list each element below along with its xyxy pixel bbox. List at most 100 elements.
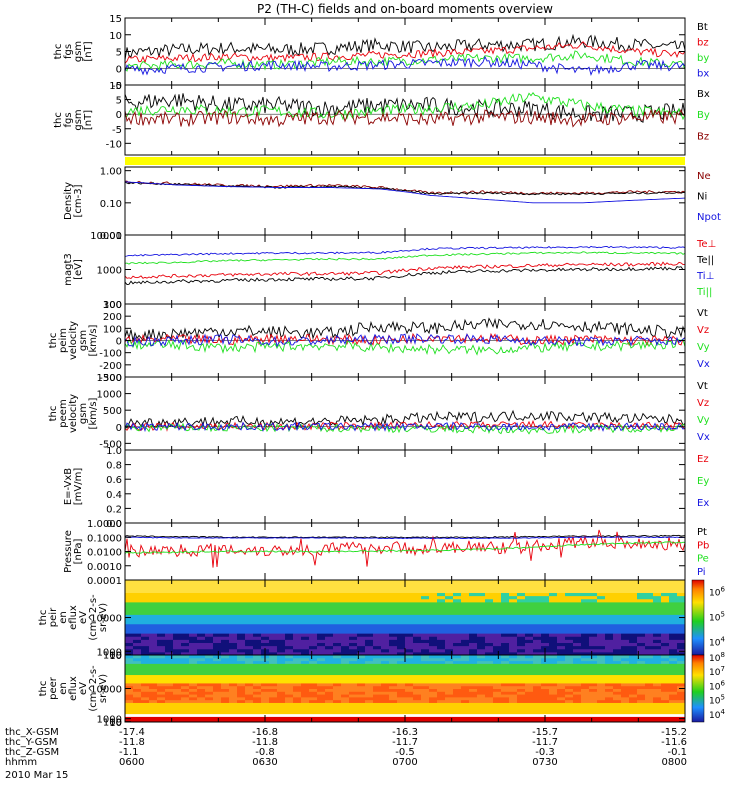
- heatmap-cell: [237, 696, 246, 701]
- heatmap-cell: [381, 655, 390, 659]
- xaxis-row-label: hhmm: [5, 757, 37, 768]
- heatmap-cell: [517, 708, 526, 712]
- heatmap-cell: [405, 708, 414, 712]
- heatmap-cell: [189, 663, 198, 667]
- heatmap-cell: [653, 623, 662, 628]
- heatmap-cell: [541, 595, 550, 600]
- heatmap-cell: [277, 601, 286, 606]
- heatmap-cell: [189, 680, 198, 684]
- heatmap-cell: [373, 702, 382, 706]
- heatmap-cell: [333, 614, 342, 618]
- heatmap-cell: [317, 677, 326, 681]
- heatmap-cell: [333, 682, 342, 687]
- heatmap-cell: [333, 660, 342, 664]
- heatmap-cell: [397, 583, 406, 587]
- heatmap-cell: [477, 614, 486, 618]
- ytick-label: 0.0: [106, 519, 122, 530]
- heatmap-cell: [285, 583, 294, 587]
- heatmap-cell: [677, 655, 686, 659]
- heatmap-cell: [477, 620, 486, 625]
- heatmap-cell: [621, 589, 630, 593]
- heatmap-cell: [373, 601, 382, 606]
- heatmap-cell: [349, 666, 358, 670]
- heatmap-cell: [213, 674, 222, 678]
- heatmap-cell: [405, 660, 414, 664]
- xaxis-tick-label: -11.7: [392, 737, 418, 748]
- heatmap-cell: [509, 605, 518, 609]
- heatmap-cell: [589, 623, 598, 628]
- heatmap-cell: [613, 696, 622, 701]
- heatmap-cell: [301, 589, 310, 593]
- heatmap-cell: [677, 601, 686, 606]
- heatmap-cell: [149, 719, 158, 723]
- heatmap-cell: [309, 680, 318, 684]
- heatmap-cell: [213, 598, 222, 603]
- heatmap-cell: [445, 589, 454, 593]
- heatmap-cell: [205, 595, 214, 600]
- heatmap-cell: [237, 605, 246, 609]
- heatmap-cell: [237, 636, 246, 640]
- ylabel-line: thc: [38, 610, 49, 626]
- heatmap-cell: [365, 580, 374, 584]
- heatmap-cell: [461, 694, 470, 698]
- heatmap-cell: [325, 657, 334, 662]
- heatmap-cell: [269, 694, 278, 698]
- heatmap-cell: [205, 630, 214, 634]
- heatmap-cell: [629, 710, 638, 715]
- heatmap-cell: [517, 605, 526, 609]
- heatmap-cell: [573, 617, 582, 622]
- heatmap-cell: [525, 595, 534, 600]
- heatmap-cell: [317, 633, 326, 637]
- heatmap-cell: [517, 682, 526, 687]
- heatmap-cell: [269, 702, 278, 706]
- heatmap-cell: [493, 611, 502, 615]
- heatmap-cell: [485, 648, 494, 653]
- heatmap-cell: [541, 592, 550, 597]
- heatmap-cell: [597, 682, 606, 687]
- heatmap-cell: [605, 708, 614, 712]
- heatmap-cell: [125, 682, 134, 687]
- heatmap-cell: [397, 660, 406, 664]
- heatmap-cell: [461, 589, 470, 593]
- heatmap-cell: [413, 677, 422, 681]
- heatmap-cell: [197, 671, 206, 676]
- heatmap-cell: [429, 633, 438, 637]
- heatmap-cell: [173, 663, 182, 667]
- heatmap-cell: [157, 639, 166, 643]
- heatmap-cell: [125, 696, 134, 701]
- heatmap-cell: [341, 583, 350, 587]
- heatmap-cell: [485, 685, 494, 689]
- heatmap-cell: [637, 598, 646, 603]
- heatmap-cell: [653, 694, 662, 698]
- heatmap-cell: [453, 642, 462, 647]
- heatmap-cell: [373, 642, 382, 647]
- heatmap-cell: [589, 710, 598, 715]
- heatmap-cell: [509, 583, 518, 587]
- heatmap-cell: [661, 680, 670, 684]
- heatmap-cell: [221, 677, 230, 681]
- heatmap-cell: [341, 702, 350, 706]
- heatmap-cell: [421, 601, 430, 606]
- heatmap-cell: [461, 696, 470, 701]
- heatmap-cell: [525, 668, 534, 673]
- heatmap-cell: [629, 614, 638, 618]
- xaxis-tick-label: 0600: [119, 757, 144, 768]
- heatmap-cell: [245, 614, 254, 618]
- heatmap-cell: [253, 691, 262, 695]
- heatmap-cell: [461, 691, 470, 695]
- heatmap-cell: [341, 663, 350, 667]
- heatmap-cell: [621, 636, 630, 640]
- heatmap-cell: [213, 716, 222, 720]
- heatmap-cell: [181, 699, 190, 703]
- heatmap-cell: [237, 611, 246, 615]
- heatmap-cell: [429, 648, 438, 653]
- heatmap-cell: [517, 719, 526, 723]
- heatmap-cell: [613, 691, 622, 695]
- heatmap-cell: [669, 677, 678, 681]
- heatmap-cell: [629, 580, 638, 584]
- ytick-label: 0: [116, 337, 122, 348]
- heatmap-cell: [533, 716, 542, 720]
- heatmap-cell: [541, 639, 550, 643]
- heatmap-cell: [461, 663, 470, 667]
